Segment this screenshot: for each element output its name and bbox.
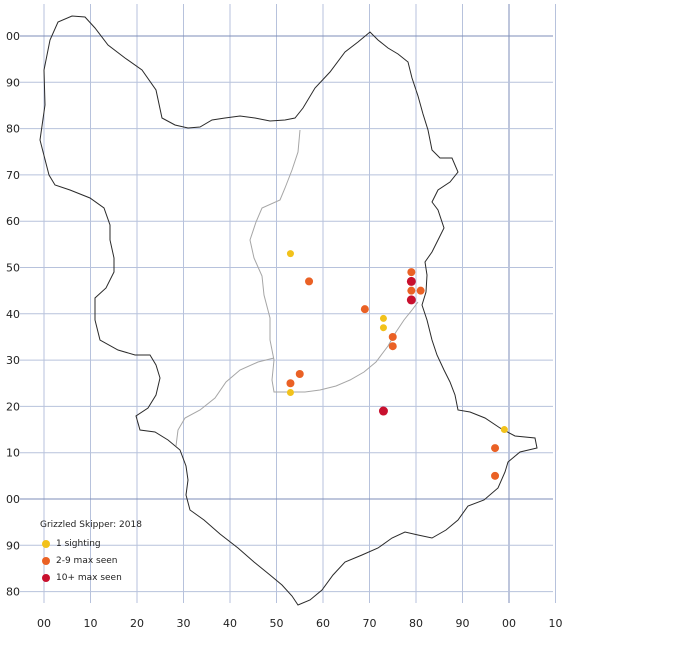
legend-title: Grizzled Skipper: 2018 xyxy=(40,520,142,530)
district-boundary-2 xyxy=(175,357,275,447)
x-tick-label: 90 xyxy=(456,617,470,630)
y-tick-label: 70 xyxy=(6,169,20,182)
y-axis-labels: 00 90 80 70 60 50 40 30 20 10 00 90 80 xyxy=(6,30,20,599)
sighting-dot-many xyxy=(406,276,416,286)
y-tick-label: 00 xyxy=(6,30,20,43)
sighting-dot-few xyxy=(407,268,416,277)
sighting-dot-few xyxy=(491,444,500,453)
legend-dot-many xyxy=(42,573,50,582)
sighting-dot-few xyxy=(295,369,304,378)
y-tick-label: 00 xyxy=(6,493,20,506)
sighting-dot-many xyxy=(406,295,416,305)
x-tick-label: 20 xyxy=(130,617,144,630)
legend-item-many: 10+ max seen xyxy=(40,569,142,586)
y-tick-label: 50 xyxy=(6,262,20,275)
legend-label-few: 2-9 max seen xyxy=(56,555,118,566)
y-tick-label: 60 xyxy=(6,215,20,228)
x-tick-label: 80 xyxy=(409,617,423,630)
county-boundary xyxy=(39,15,538,606)
sighting-dot-few xyxy=(360,305,369,314)
sighting-dot-many xyxy=(378,406,388,416)
x-tick-label: 50 xyxy=(270,617,284,630)
y-tick-label: 90 xyxy=(6,539,20,552)
district-boundary xyxy=(249,129,419,393)
map-grid xyxy=(20,4,556,603)
y-tick-label: 40 xyxy=(6,308,20,321)
x-tick-label: 00 xyxy=(502,617,516,630)
legend-dot-few xyxy=(42,556,50,565)
y-tick-label: 80 xyxy=(6,586,20,599)
sighting-dot-few xyxy=(416,286,425,295)
legend-item-few: 2-9 max seen xyxy=(40,552,142,569)
x-tick-label: 70 xyxy=(363,617,377,630)
y-tick-label: 80 xyxy=(6,123,20,136)
y-tick-label: 20 xyxy=(6,400,20,413)
sighting-dot-few xyxy=(388,332,397,341)
x-axis-labels: 00 10 20 30 40 50 60 70 80 90 00 10 xyxy=(37,617,563,630)
sighting-dot-few xyxy=(286,379,295,388)
legend: Grizzled Skipper: 2018 1 sighting 2-9 ma… xyxy=(40,520,142,586)
x-tick-label: 30 xyxy=(177,617,191,630)
sighting-dots xyxy=(286,250,508,480)
sighting-dot-one xyxy=(379,324,387,332)
sighting-dot-few xyxy=(305,277,314,286)
x-tick-label: 10 xyxy=(84,617,98,630)
sighting-dot-one xyxy=(379,314,387,322)
sighting-dot-one xyxy=(500,426,508,434)
y-tick-label: 30 xyxy=(6,354,20,367)
x-tick-label: 60 xyxy=(316,617,330,630)
x-tick-label: 00 xyxy=(37,617,51,630)
legend-dot-one xyxy=(42,539,50,548)
y-tick-label: 90 xyxy=(6,76,20,89)
x-tick-label: 40 xyxy=(223,617,237,630)
y-tick-label: 10 xyxy=(6,447,20,460)
legend-label-many: 10+ max seen xyxy=(56,572,122,583)
sighting-dot-one xyxy=(286,389,294,397)
legend-item-one: 1 sighting xyxy=(40,535,142,552)
sighting-dot-few xyxy=(407,286,416,295)
x-tick-label: 10 xyxy=(549,617,563,630)
sighting-dot-few xyxy=(388,342,397,351)
sighting-dot-few xyxy=(491,471,500,480)
legend-label-one: 1 sighting xyxy=(56,538,101,549)
sighting-dot-one xyxy=(286,250,294,258)
